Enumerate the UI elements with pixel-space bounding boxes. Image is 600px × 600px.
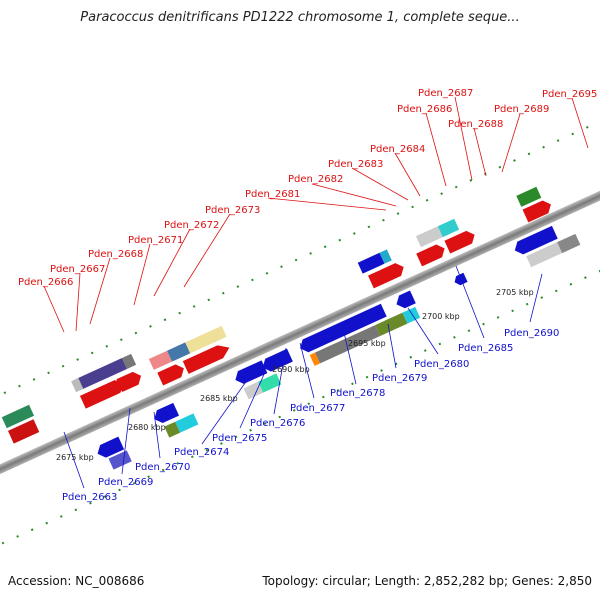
scale-label: 2680 kbp (128, 423, 166, 432)
gene-arrow (514, 225, 558, 255)
gene-arrow (97, 436, 125, 458)
gene-arrow (157, 364, 184, 386)
gene-arrow (182, 345, 230, 374)
gene-block (315, 325, 381, 364)
gene-block (167, 342, 191, 362)
reverse-strand-genes[interactable] (90, 218, 585, 473)
gene-label: Pden_2680 (414, 359, 469, 370)
gene-label: Pden_2666 (18, 277, 73, 288)
gene-label: Pden_2686 (397, 104, 452, 115)
accession-text: Accession: NC_008686 (8, 574, 145, 588)
gene-block (76, 358, 128, 390)
gene-block (415, 226, 443, 248)
gene-label: Pden_2667 (50, 264, 105, 275)
reverse-gene-labels: Pden_2663 Pden_2669 Pden_2670 Pden_2674 … (62, 265, 559, 503)
gene-block (108, 450, 132, 470)
gene-label: Pden_2679 (372, 373, 427, 384)
gene-arrow (116, 371, 142, 393)
gene-arrow (396, 290, 416, 309)
gene-arrow (416, 244, 445, 267)
gene-label: Pden_2670 (135, 462, 190, 473)
gene-arrow (79, 380, 125, 409)
gene-block (309, 352, 321, 366)
gene-label: Pden_2674 (174, 447, 229, 458)
gene-block (557, 233, 581, 254)
gene-block (357, 252, 385, 274)
gene-label: Pden_2695 (542, 89, 597, 100)
genome-summary-text: Topology: circular; Length: 2,852,282 bp… (262, 574, 592, 588)
gene-label: Pden_2689 (494, 104, 549, 115)
gene-block (258, 373, 282, 393)
gene-block (185, 325, 227, 354)
gene-label: Pden_2682 (288, 174, 343, 185)
gene-label: Pden_2669 (98, 477, 153, 488)
scale-label: 2690 kbp (272, 365, 310, 374)
gene-block (526, 242, 563, 268)
gene-arrow (262, 348, 293, 372)
gene-label: Pden_2687 (418, 88, 473, 99)
gene-label: Pden_2681 (245, 189, 300, 200)
gene-label: Pden_2673 (205, 205, 260, 216)
gene-block (375, 312, 408, 337)
gene-block (71, 377, 84, 393)
gene-block (379, 249, 392, 264)
gene-label: Pden_2683 (328, 159, 383, 170)
gene-label: Pden_2690 (504, 328, 559, 339)
forward-track-guide (0, 57, 600, 474)
gene-arrow (368, 263, 404, 289)
gene-arrow (235, 360, 268, 384)
gene-label: Pden_2663 (62, 492, 117, 503)
gene-arrow (444, 230, 475, 254)
gene-label: Pden_2671 (128, 235, 183, 246)
forward-strand-genes[interactable] (0, 170, 554, 455)
gene-label: Pden_2668 (88, 249, 143, 260)
chromosome-backbone (0, 115, 600, 539)
gene-label: Pden_2678 (330, 388, 385, 399)
gene-block (1, 404, 35, 429)
gene-block (7, 419, 40, 444)
gene-block (148, 350, 173, 370)
scale-label: 2685 kbp (200, 394, 238, 403)
scale-label: 2675 kbp (56, 453, 94, 462)
scale-label: 2695 kbp (348, 339, 386, 348)
gene-block (516, 186, 542, 207)
gene-arrow (454, 272, 468, 286)
scale-label: 2700 kbp (422, 312, 460, 321)
gene-arrow (300, 303, 387, 353)
forward-gene-labels: Pden_2666 Pden_2667 Pden_2668 Pden_2671 … (18, 88, 597, 333)
gene-label: Pden_2672 (164, 220, 219, 231)
map-title: Paracoccus denitrificans PD1222 chromoso… (80, 10, 520, 25)
gene-block (437, 218, 460, 238)
gene-block (164, 421, 181, 438)
gene-arrow (154, 402, 180, 424)
gene-label: Pden_2684 (370, 144, 425, 155)
gene-label: Pden_2677 (290, 403, 345, 414)
gene-label: Pden_2675 (212, 433, 267, 444)
reverse-track-guide (0, 180, 600, 598)
gene-block (122, 353, 137, 369)
scale-label: 2705 kbp (496, 288, 534, 297)
gene-label: Pden_2688 (448, 119, 503, 130)
gene-block (175, 413, 199, 433)
scale-labels: 2675 kbp 2680 kbp 2685 kbp 2690 kbp 2695… (56, 288, 534, 462)
gene-block (243, 381, 264, 400)
gene-label: Pden_2676 (250, 418, 305, 429)
gene-label: Pden_2685 (458, 343, 513, 354)
gene-arrow (522, 200, 551, 223)
